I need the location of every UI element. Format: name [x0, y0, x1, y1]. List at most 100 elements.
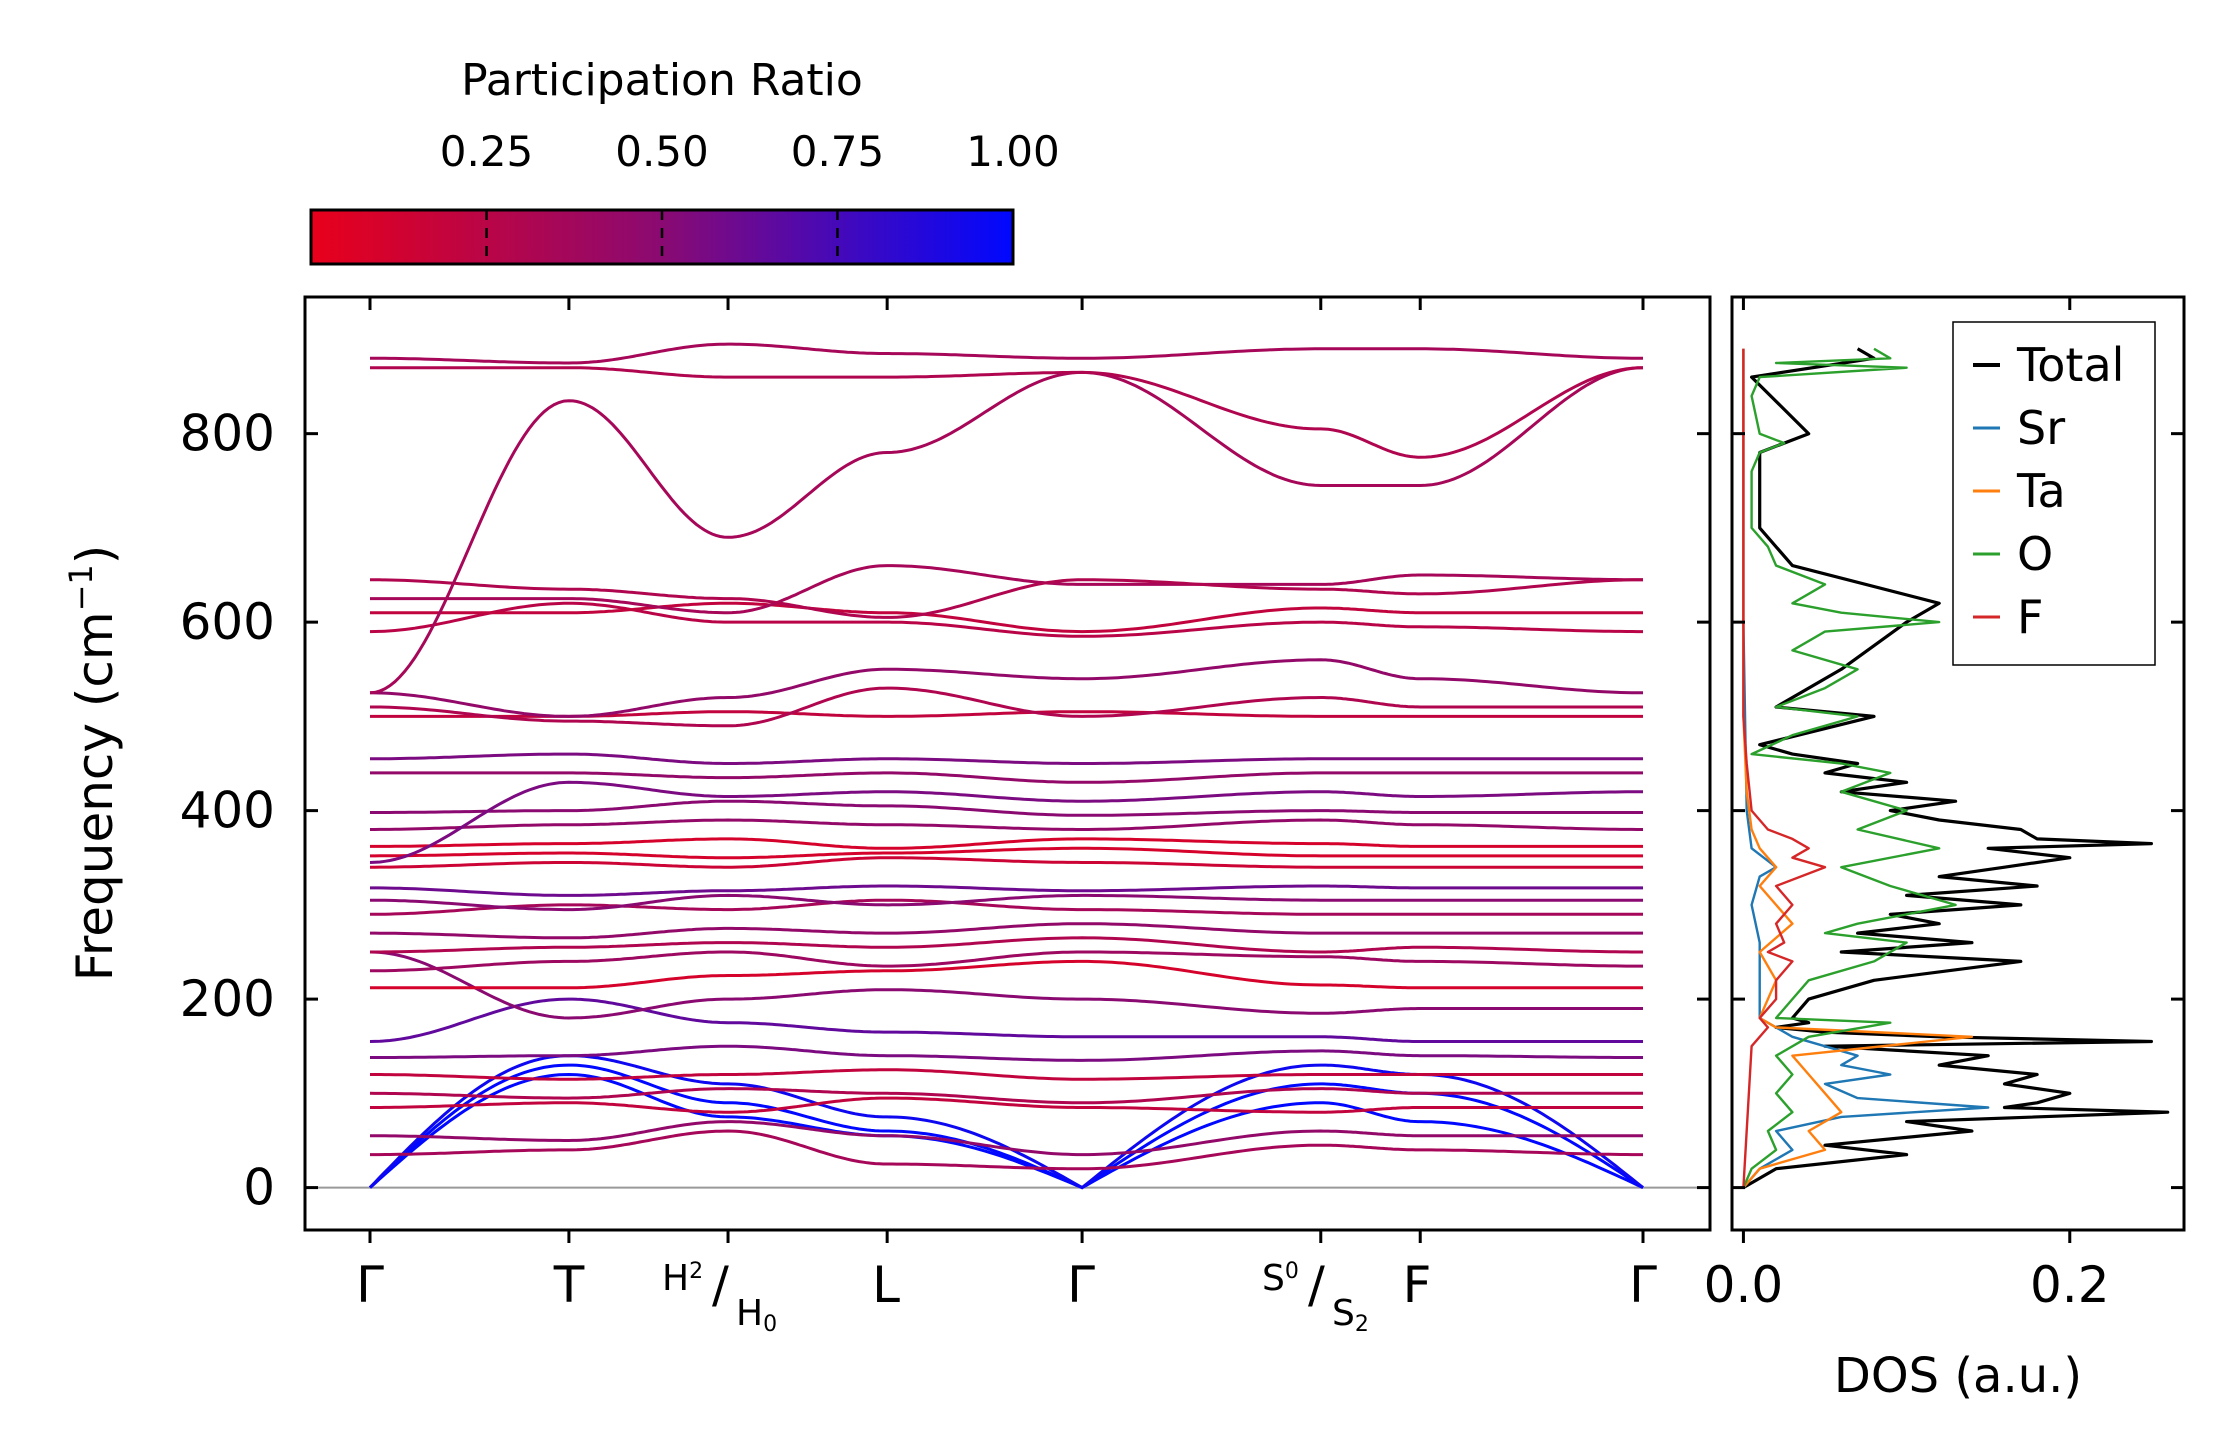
colorbar: Participation Ratio 0.25 0.50 0.75 1.00: [309, 55, 1060, 266]
dos-lines: [1742, 347, 2170, 1189]
colorbar-ticks: 0.25 0.50 0.75 1.00: [440, 127, 1060, 264]
dos-series-o: [1742, 347, 1957, 1189]
band-opt-230: [370, 950, 1643, 973]
colorbar-title: Participation Ratio: [461, 55, 863, 106]
dos-x-tick-label: 0.0: [1704, 1256, 1784, 1314]
k-label-H-upper-sub: 2: [689, 1259, 703, 1284]
y-axis-label-sup: −1: [62, 564, 100, 611]
colorbar-tick-label: 0.75: [791, 127, 885, 176]
y-tick-label: 800: [180, 405, 275, 463]
k-label-L: L: [872, 1256, 900, 1314]
y-tick-label: 400: [180, 782, 275, 840]
band-opt-055: [370, 1120, 1643, 1157]
band-opt-880: [370, 342, 1644, 365]
band-opt-290: [370, 898, 1643, 916]
band-opt-250: [370, 936, 1643, 954]
band-opt-138: [370, 1044, 1643, 1062]
band-opt-398: [370, 799, 1643, 817]
band-acoustic-2: [368, 1063, 1644, 1190]
dos-legend: Total Sr Ta OF: [1952, 321, 2156, 666]
dos-series-sr: [1742, 348, 1990, 1189]
band-opt-525: [369, 658, 1643, 718]
band-acoustic-1: [369, 1072, 1644, 1190]
band-opt-380: [370, 818, 1643, 831]
k-label-H2-H0: H2 / H0: [662, 1256, 777, 1337]
band-opt-835: [369, 366, 1644, 695]
legend-label-ta: Ta: [2016, 464, 2066, 518]
k-label-H-upper-main: H: [662, 1258, 689, 1299]
dos-series-total: [1742, 347, 2170, 1189]
k-label-S-upper: S0: [1262, 1258, 1299, 1299]
y-tick-label: 0: [243, 1159, 275, 1217]
band-opt-440: [370, 771, 1643, 784]
k-label-S-lower: S2: [1332, 1293, 1369, 1337]
y-axis-label-close: ): [66, 545, 124, 565]
band-opt-590: [369, 601, 1643, 638]
legend-box: [1952, 321, 2156, 666]
band-opt-455: [370, 752, 1643, 765]
legend-label-total: Total: [2016, 338, 2124, 392]
dos-frame: [1730, 295, 2186, 1232]
k-label-H-lower: H0: [736, 1293, 777, 1337]
y-axis-ticks: 0 200 400 600 800: [180, 405, 1710, 1217]
k-label-S-lower-main: S: [1332, 1293, 1355, 1334]
dos-x-tick-label: 0.2: [2030, 1256, 2110, 1314]
band-opt-270: [370, 922, 1643, 940]
y-tick-label: 200: [180, 970, 275, 1028]
k-path-ticks: [368, 297, 1645, 1243]
band-opt-185: [369, 950, 1643, 1020]
dos-panel: 0.0 0.2 DOS (a.u.) Total Sr Ta OF: [1704, 295, 2186, 1404]
dos-x-axis-label: DOS (a.u.): [1834, 1348, 2082, 1404]
k-label-T: T: [553, 1256, 585, 1314]
k-label-S-slash: /: [1308, 1256, 1325, 1314]
k-label-S0-S2: S0 / S2: [1262, 1256, 1369, 1337]
k-label-S-lower-sub: 2: [1355, 1312, 1369, 1337]
band-opt-362: [370, 837, 1643, 850]
band-opt-085: [370, 1096, 1643, 1114]
k-label-gamma-3: Γ: [1629, 1256, 1657, 1314]
band-opt-625: [370, 564, 1643, 615]
k-label-H-lower-sub: 0: [763, 1312, 777, 1337]
dos-series-ta: [1742, 348, 1974, 1189]
colorbar-tick-label: 1.00: [966, 127, 1060, 176]
bands: [368, 342, 1644, 1190]
y-axis-label-base: Frequency (cm: [66, 611, 124, 981]
k-label-F: F: [1403, 1256, 1432, 1314]
legend-label-sr: Sr: [2017, 401, 2065, 455]
band-opt-100: [369, 1087, 1643, 1105]
k-path-labels: Γ T H2 / H0 L Γ S0 / S2 F Γ: [356, 1256, 1657, 1337]
y-tick-label: 600: [180, 593, 275, 651]
dos-series-f: [1742, 348, 1827, 1188]
legend-entries: Total Sr Ta OF: [1973, 338, 2124, 644]
k-label-gamma-2: Γ: [1067, 1256, 1095, 1314]
band-opt-870: [370, 366, 1644, 459]
band-opt-212: [370, 959, 1643, 990]
band-opt-420: [369, 780, 1643, 864]
legend-label-f: F: [2017, 590, 2043, 644]
dos-y-ticks: [1732, 432, 2184, 1190]
band-opt-352: [370, 846, 1643, 860]
k-label-gamma-1: Γ: [356, 1256, 384, 1314]
y-axis-label: Frequency (cm−1): [62, 545, 124, 982]
k-label-S-upper-sub: 0: [1285, 1259, 1299, 1284]
colorbar-tick-label: 0.25: [440, 127, 534, 176]
band-opt-340: [370, 856, 1643, 869]
band-opt-645: [370, 578, 1643, 619]
band-opt-610: [370, 601, 1643, 634]
band-frame: [303, 295, 1712, 1232]
colorbar-tick-label: 0.50: [615, 127, 709, 176]
k-label-S-upper-main: S: [1262, 1258, 1285, 1299]
band-opt-155: [369, 997, 1643, 1043]
band-opt-318: [370, 884, 1643, 897]
k-label-H-lower-main: H: [736, 1293, 763, 1334]
dos-x-ticks: 0.0 0.2: [1704, 297, 2110, 1314]
legend-label-o: O: [2017, 527, 2053, 581]
band-opt-120: [370, 1068, 1643, 1081]
k-label-H-upper: H2: [662, 1258, 703, 1299]
band-opt-035: [370, 1129, 1643, 1171]
band-opt-305: [370, 893, 1643, 912]
k-label-H-slash: /: [712, 1256, 729, 1314]
band-opt-510: [370, 686, 1643, 728]
